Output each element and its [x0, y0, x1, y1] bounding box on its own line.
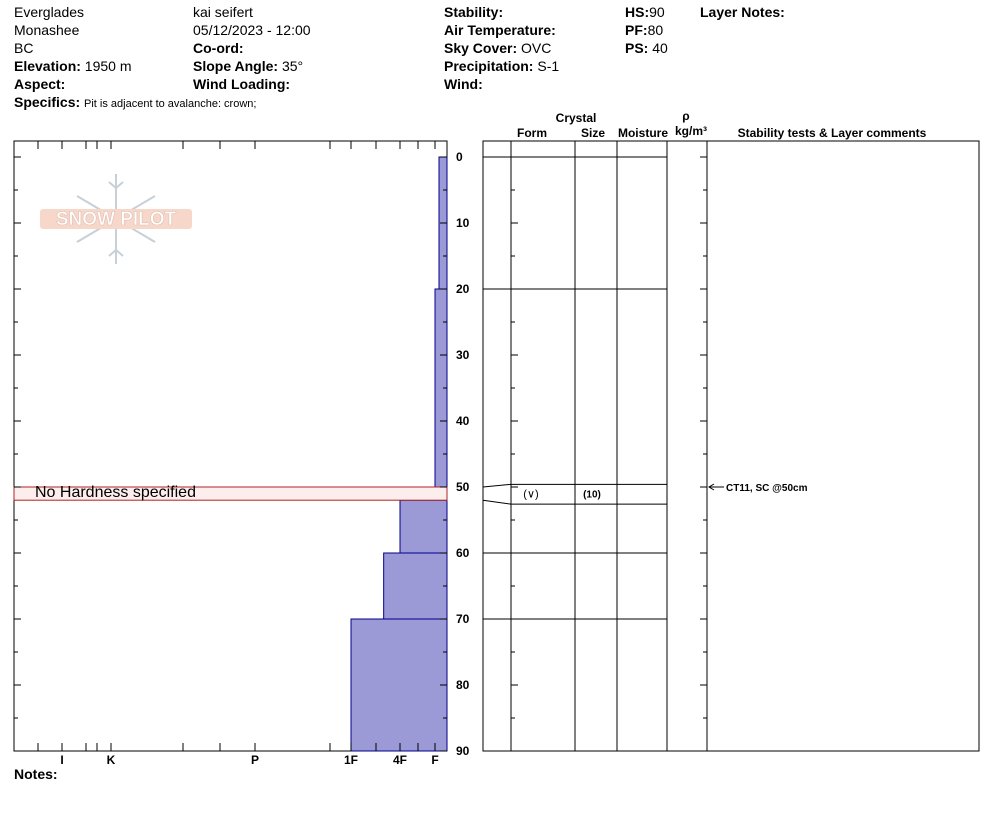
notes-label: Notes:: [14, 766, 58, 782]
layer-notes-label: Layer Notes:: [700, 4, 785, 20]
depth-tick-label: 40: [456, 414, 470, 428]
header-density-unit: kg/m³: [675, 124, 707, 138]
unspecified-layer-label: No Hardness specified: [35, 484, 196, 501]
depth-tick-label: 30: [456, 348, 470, 362]
hardness-bar: [350, 618, 448, 752]
datetime: 05/12/2023 - 12:00: [193, 22, 311, 38]
pf-label: PF:: [625, 22, 648, 38]
depth-tick-label: 20: [456, 282, 470, 296]
header-form: Form: [517, 126, 547, 140]
unspecified-layer: [13, 486, 448, 501]
air-temp-label: Air Temperature:: [444, 22, 556, 38]
pf-value: 80: [647, 22, 664, 38]
arrow-head-icon: [708, 483, 715, 491]
precip-value: S-1: [537, 58, 560, 74]
header-crystal: Crystal: [556, 111, 597, 125]
snowpilot-logo: SNOW PILOT: [40, 174, 192, 264]
precip-label: Precipitation:: [444, 58, 534, 74]
aspect-row: Aspect:: [14, 76, 65, 93]
coord-row: Co-ord:: [193, 40, 244, 57]
wind-loading-label: Wind Loading:: [193, 76, 291, 92]
hardness-tick-label: I: [60, 753, 63, 767]
hs-row: HS:90: [625, 4, 665, 21]
depth-tick-label: 60: [456, 546, 470, 560]
elevation-label: Elevation:: [14, 58, 81, 74]
logo-banner: [40, 209, 192, 229]
hs-value: 90: [649, 4, 665, 20]
state: BC: [14, 40, 34, 56]
crystal-size: (10): [583, 490, 601, 501]
precip-row: Precipitation: S-1: [444, 58, 559, 75]
specifics-value: Pit is adjacent to avalanche: crown;: [84, 98, 257, 110]
wind-label: Wind:: [444, 76, 483, 92]
wind-loading-row: Wind Loading:: [193, 76, 290, 93]
depth-tick-label: 10: [456, 216, 470, 230]
ps-row: PS: 40: [625, 40, 668, 57]
sky-label: Sky Cover:: [444, 40, 518, 56]
observer: kai seifert: [193, 4, 253, 20]
hs-label: HS:: [625, 4, 650, 20]
hardness-tick-label: 1F: [344, 753, 358, 767]
pf-row: PF:80: [625, 22, 663, 39]
hardness-tick-label: F: [431, 753, 438, 767]
depth-tick-label: 70: [456, 612, 470, 626]
slope-label: Slope Angle:: [193, 58, 279, 74]
layer-boundary: [482, 499, 667, 505]
range: Monashee: [14, 22, 80, 38]
hardness-tick-label: 4F: [393, 753, 407, 767]
aspect-label: Aspect:: [14, 76, 66, 92]
crystal-form: (∨): [523, 489, 538, 501]
air-temp-row: Air Temperature:: [444, 22, 556, 39]
slope-value: 35°: [281, 58, 304, 74]
stability-test-label: CT11, SC @50cm: [726, 483, 808, 494]
hardness-tick-label: K: [107, 753, 116, 767]
depth-tick-label: 80: [456, 678, 470, 692]
specifics-label: Specifics:: [14, 94, 81, 110]
hardness-bar: [383, 552, 448, 620]
coord-label: Co-ord:: [193, 40, 244, 56]
location: Everglades: [14, 4, 85, 20]
ps-label: PS:: [625, 40, 649, 56]
depth-tick-label: 90: [456, 744, 470, 758]
header-size: Size: [581, 126, 605, 140]
hardness-bar: [399, 499, 448, 554]
header-moisture: Moisture: [618, 126, 668, 140]
stability-label: Stability:: [444, 4, 504, 20]
ps-value: 40: [652, 40, 668, 56]
elevation-row: Elevation: 1950 m: [14, 58, 132, 75]
layers-frame: [482, 140, 980, 752]
elevation-value: 1950 m: [84, 58, 132, 74]
specifics-row: Specifics: Pit is adjacent to avalanche:…: [14, 94, 256, 113]
layer-boundary: [482, 483, 667, 488]
hardness-tick-label: P: [251, 753, 259, 767]
slope-row: Slope Angle: 35°: [193, 58, 303, 75]
header-rho: ρ: [682, 109, 689, 123]
sky-value: OVC: [521, 40, 552, 56]
stability-row: Stability:: [444, 4, 503, 21]
logo-text: SNOW PILOT: [56, 209, 177, 230]
wind-row: Wind:: [444, 76, 483, 93]
depth-tick-label: 0: [456, 150, 463, 164]
depth-tick-label: 50: [456, 480, 470, 494]
header-comments: Stability tests & Layer comments: [738, 126, 927, 140]
sky-row: Sky Cover: OVC: [444, 40, 551, 57]
